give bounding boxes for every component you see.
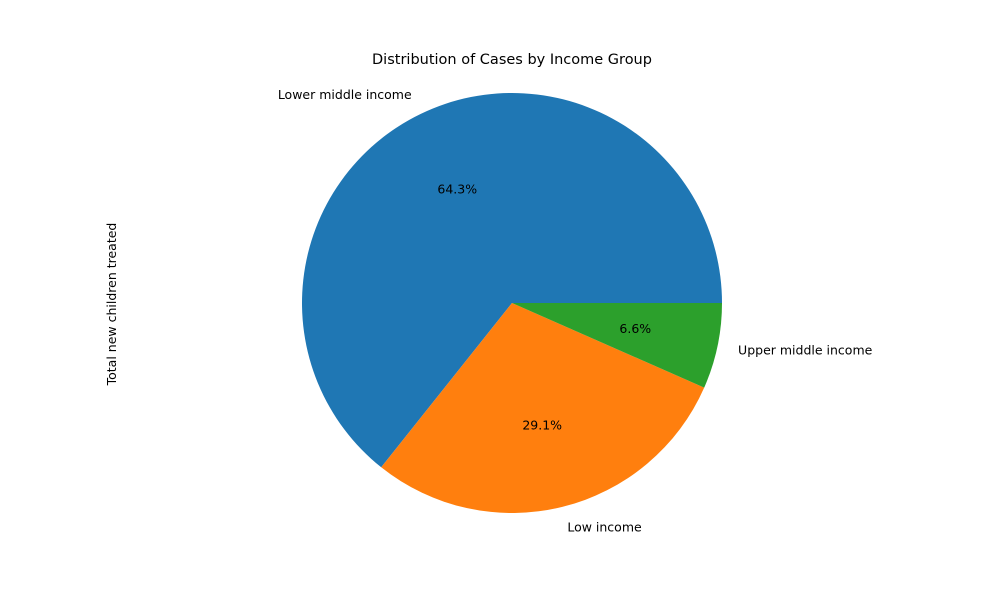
- slice-percent-label: 64.3%: [437, 182, 477, 197]
- slice-percent-label: 29.1%: [522, 417, 562, 432]
- slice-label: Upper middle income: [738, 343, 873, 358]
- pie-slice-upper-middle-income: [512, 303, 722, 388]
- pie-slice-low-income: [381, 303, 705, 513]
- slice-label: Lower middle income: [278, 87, 412, 102]
- pie-slice-lower-middle-income: [302, 93, 722, 468]
- pie-slices: [302, 93, 722, 513]
- y-axis-label: Total new children treated: [104, 223, 119, 387]
- slice-label: Low income: [567, 519, 642, 534]
- pie-labels: Lower middle income 64.3% Low income 29.1% U…: [278, 87, 873, 534]
- chart-title: Distribution of Cases by Income Group: [372, 52, 652, 68]
- slice-percent-label: 6.6%: [619, 321, 651, 336]
